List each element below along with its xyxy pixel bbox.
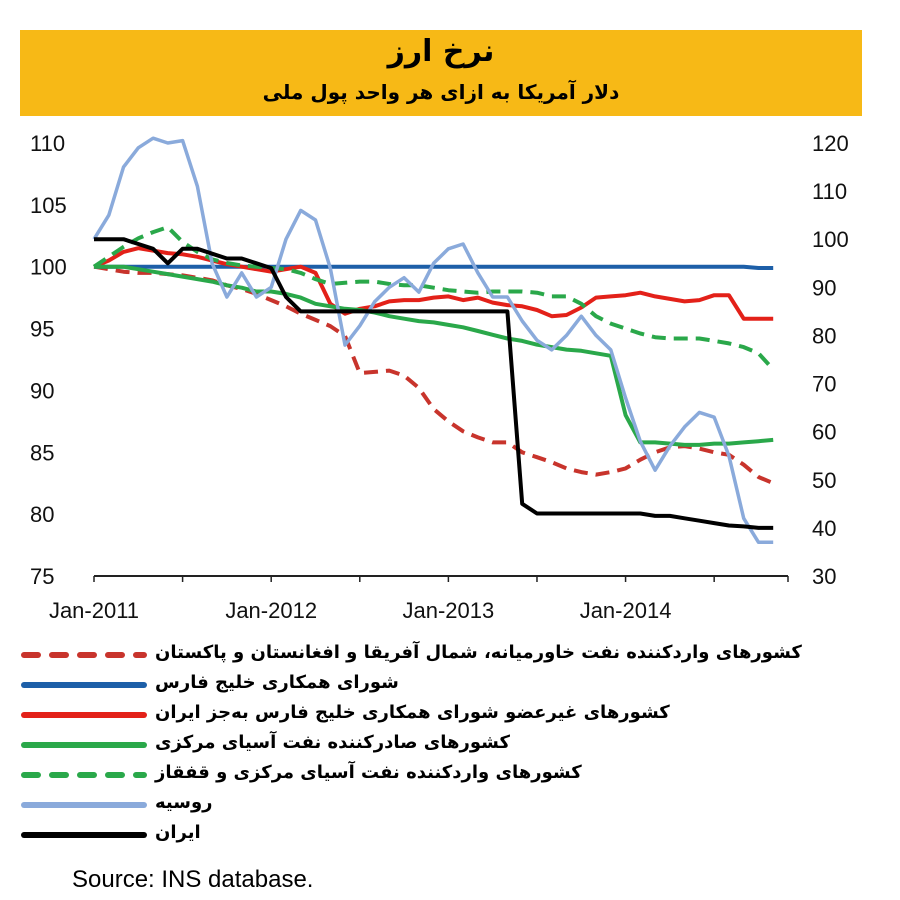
x-tick-label: Jan-2011: [49, 598, 139, 623]
y-right-tick-label: 120: [812, 131, 849, 156]
chart-title: نرخ ارز: [387, 34, 495, 69]
legend-swatch: [21, 652, 147, 658]
legend-swatch: [21, 802, 147, 808]
y-right-tick-label: 90: [812, 275, 836, 300]
legend-swatch: [21, 712, 147, 718]
y-left-tick-label: 80: [30, 502, 54, 527]
line-chart: Jan-2011 Jan-2012 Jan-2013 Jan-2014 110 105 10…: [30, 131, 849, 623]
legend-label: ایران: [155, 822, 201, 843]
legend-entry: روسیه: [20, 790, 840, 820]
legend-swatch: [21, 742, 147, 748]
legend-entry: کشورهای صادرکننده نفت آسیای مرکزی: [20, 730, 840, 760]
legend-entry: شورای همکاری خلیج فارس: [20, 670, 840, 700]
y-left-tick-label: 85: [30, 440, 54, 465]
y-right-tick-label: 80: [812, 323, 836, 348]
y-right-tick-label: 40: [812, 516, 836, 541]
legend-label: کشورهای غیرعضو شورای همکاری خلیج فارس به…: [155, 702, 670, 723]
legend-swatch: [21, 832, 147, 838]
y-left-tick-label: 95: [30, 317, 54, 342]
series-line-6: [94, 237, 774, 530]
series-line-5: [92, 136, 774, 545]
y-right-tick-label: 30: [812, 564, 836, 589]
y-right-tick-label: 70: [812, 372, 836, 397]
series-line-4: [92, 225, 775, 371]
legend-entry: کشورهای غیرعضو شورای همکاری خلیج فارس به…: [20, 700, 840, 730]
legend-label: کشورهای صادرکننده نفت آسیای مرکزی: [155, 732, 510, 753]
legend-entry: کشورهای واردکننده نفت خاورمیانه، شمال آف…: [20, 640, 840, 670]
y-left-tick-label: 100: [30, 255, 67, 280]
y-left-tick-label: 90: [30, 378, 54, 403]
title-banner: نرخ ارز دلار آمریکا به ازای هر واحد پول …: [20, 30, 862, 116]
y-right-tick-label: 60: [812, 420, 836, 445]
legend-swatch: [21, 772, 147, 778]
y-left-tick-label: 110: [30, 131, 65, 156]
source-note: Source: INS database.: [72, 866, 314, 893]
series-line-3: [94, 264, 774, 447]
x-tick-label: Jan-2013: [403, 598, 495, 623]
y-right-tick-label: 110: [812, 179, 847, 204]
legend-label: شورای همکاری خلیج فارس: [155, 672, 399, 693]
x-tick-label: Jan-2012: [225, 598, 317, 623]
chart-subtitle: دلار آمریکا به ازای هر واحد پول ملی: [262, 80, 620, 104]
series-line-2: [93, 246, 774, 321]
y-left-tick-label: 75: [30, 564, 54, 589]
x-tick-label: Jan-2014: [580, 598, 672, 623]
y-right-tick-label: 100: [812, 227, 849, 252]
legend-entry: کشورهای واردکننده نفت آسیای مرکزی و قفقا…: [20, 760, 840, 790]
legend-entry: ایران: [20, 820, 840, 850]
legend-label: روسیه: [155, 792, 213, 813]
y-right-tick-label: 50: [812, 468, 836, 493]
y-left-tick-label: 105: [30, 193, 67, 218]
legend-label: کشورهای واردکننده نفت آسیای مرکزی و قفقا…: [155, 762, 582, 783]
legend-swatch: [21, 682, 147, 688]
legend-label: کشورهای واردکننده نفت خاورمیانه، شمال آف…: [155, 642, 802, 663]
